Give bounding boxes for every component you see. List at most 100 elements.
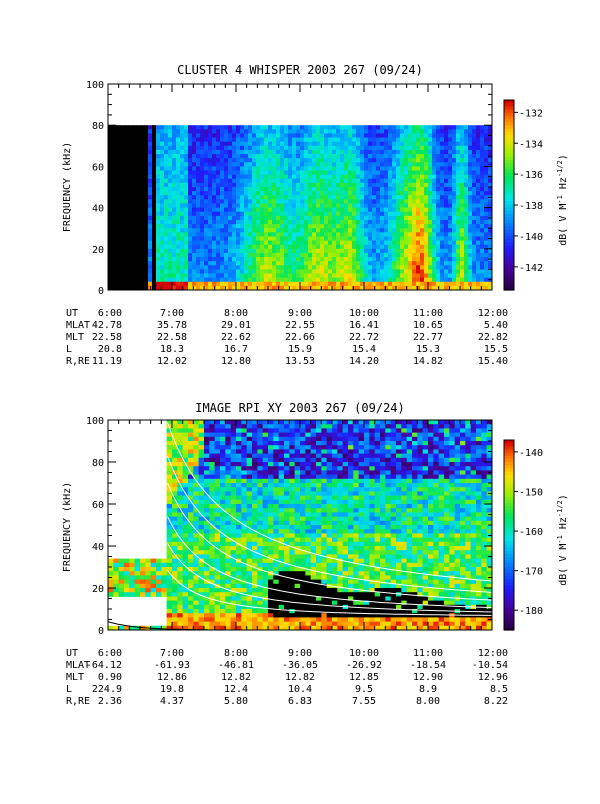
spectro-cell	[444, 261, 449, 266]
spectro-cell	[161, 592, 167, 597]
spectro-cell	[279, 441, 285, 446]
spectro-cell	[464, 150, 469, 155]
spectro-cell	[396, 158, 401, 163]
spectro-cell	[168, 129, 173, 134]
spectro-cell	[224, 208, 229, 213]
spectro-cell	[484, 138, 489, 143]
spectro-cell	[193, 605, 199, 610]
spectro-cell	[260, 175, 265, 180]
spectro-cell	[199, 437, 205, 442]
spectro-cell	[244, 138, 249, 143]
spectro-cell	[264, 183, 269, 188]
spectro-cell	[416, 183, 421, 188]
spectro-cell	[328, 282, 333, 287]
spectro-cell	[328, 138, 333, 143]
spectro-cell	[257, 428, 263, 433]
spectro-cell	[172, 171, 177, 176]
spectro-cell	[336, 191, 341, 196]
spectro-cell	[288, 171, 293, 176]
spectro-cell	[193, 584, 199, 589]
spectro-cell	[484, 154, 489, 159]
spectro-cell	[208, 265, 213, 270]
spectro-cell	[273, 550, 279, 555]
spectro-cell	[204, 175, 209, 180]
spectro-cell	[192, 208, 197, 213]
spectro-cell	[236, 571, 242, 576]
spectro-cell	[168, 166, 173, 171]
spectro-cell	[268, 508, 274, 513]
spectro-cell	[236, 154, 241, 159]
spectro-cell	[284, 487, 290, 492]
spectro-cell	[452, 274, 457, 279]
spectro-cell	[280, 191, 285, 196]
spectro-cell	[364, 154, 369, 159]
spectro-cell	[328, 166, 333, 171]
spectro-cell	[296, 142, 301, 147]
spectro-cell	[289, 521, 295, 526]
spectro-cell	[252, 261, 257, 266]
spectro-cell	[168, 187, 173, 192]
spectro-cell	[464, 125, 469, 130]
spectro-cell	[228, 138, 233, 143]
spectro-cell	[252, 249, 257, 254]
spectro-cell	[151, 563, 157, 568]
spectro-cell	[188, 232, 193, 237]
spectro-cell	[216, 203, 221, 208]
spectro-cell	[304, 274, 309, 279]
spectro-cell	[288, 253, 293, 258]
spectro-cell	[224, 278, 229, 283]
spectro-cell	[448, 241, 453, 246]
spectro-cell	[244, 191, 249, 196]
spectro-cell	[432, 138, 437, 143]
spectro-cell	[284, 546, 290, 551]
eph-value: 22.77	[413, 332, 443, 343]
spectro-cell	[320, 249, 325, 254]
spectro-cell	[204, 504, 210, 509]
spectro-cell	[300, 257, 305, 262]
spectro-cell	[289, 441, 295, 446]
spectro-cell	[273, 487, 279, 492]
spectro-cell	[360, 236, 365, 241]
spectro-cell	[448, 212, 453, 217]
spectro-cell	[292, 142, 297, 147]
spectro-cell	[452, 212, 457, 217]
spectro-cell	[312, 261, 317, 266]
spectro-cell	[272, 195, 277, 200]
spectro-cell	[480, 208, 485, 213]
spectro-cell	[212, 191, 217, 196]
spectro-cell	[164, 208, 169, 213]
spectro-cell	[412, 232, 417, 237]
spectro-cell	[428, 208, 433, 213]
eph-value: 15.3	[416, 344, 440, 355]
spectro-cell	[400, 138, 405, 143]
spectro-cell	[188, 224, 193, 229]
spectro-cell	[396, 142, 401, 147]
spectro-cell	[404, 245, 409, 250]
spectro-cell	[348, 158, 353, 163]
spectro-cell	[340, 236, 345, 241]
spectro-cell	[289, 424, 295, 429]
spectro-cell	[480, 212, 485, 217]
spectro-cell	[380, 241, 385, 246]
spectro-cell	[220, 428, 226, 433]
eph-value: 12.80	[221, 356, 251, 367]
spectro-cell	[236, 232, 241, 237]
spectro-cell	[292, 133, 297, 138]
spectro-cell	[340, 241, 345, 246]
spectro-cell	[328, 216, 333, 221]
spectro-cell	[199, 580, 205, 585]
spectro-cell	[452, 199, 457, 204]
spectro-cell	[332, 212, 337, 217]
spectro-cell	[257, 546, 263, 551]
spectro-cell	[300, 154, 305, 159]
spectro-cell	[220, 592, 226, 597]
spectro-cell	[140, 584, 146, 589]
spectro-cell	[448, 187, 453, 192]
spectro-cell	[232, 171, 237, 176]
spectro-cell	[452, 138, 457, 143]
spectro-cell	[380, 183, 385, 188]
spectro-gap	[140, 125, 145, 290]
spectro-cell	[396, 253, 401, 258]
spectro-cell	[432, 224, 437, 229]
spectro-cell	[252, 269, 257, 274]
